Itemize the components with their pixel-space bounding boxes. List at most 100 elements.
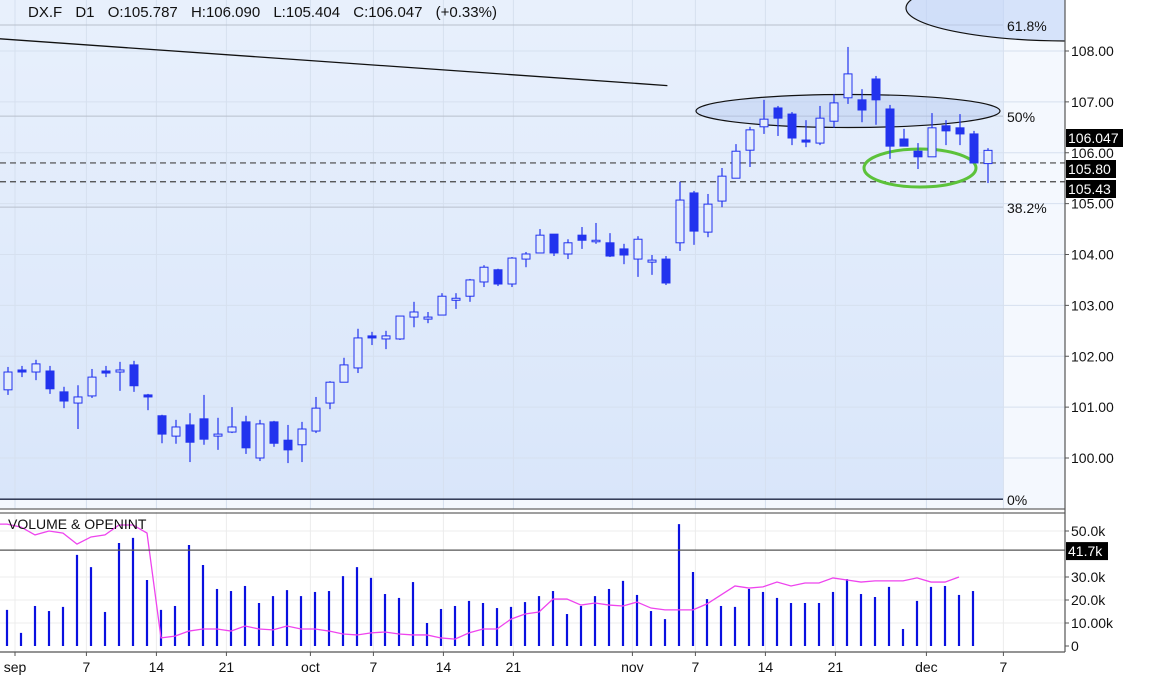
candle — [759, 99, 769, 134]
open-interest-line — [0, 523, 960, 640]
candle-body — [3, 371, 13, 391]
candle — [885, 104, 895, 159]
candle-body — [941, 125, 951, 132]
candle-body — [983, 149, 993, 165]
candle — [395, 315, 405, 340]
candle-body — [521, 253, 531, 260]
candle — [311, 396, 321, 434]
last-price-label-bg — [1066, 129, 1123, 147]
candle-body — [633, 238, 643, 260]
candle — [367, 331, 377, 346]
candle — [549, 233, 559, 257]
candle — [129, 360, 139, 392]
volume-current-label: 41.7k — [1068, 543, 1103, 559]
candle-body — [45, 370, 55, 390]
last-price-label: 106.047 — [1068, 130, 1119, 146]
candle — [745, 126, 755, 167]
fib-label: 0% — [1007, 492, 1027, 508]
trend-line — [0, 38, 668, 87]
candle — [31, 359, 41, 381]
candle-body — [647, 259, 657, 263]
candle-body — [255, 423, 265, 459]
volume-pane-bg — [0, 512, 1065, 652]
level-label: 105.80 — [1068, 161, 1111, 177]
candle — [353, 328, 363, 374]
fib-label: 38.2% — [1007, 200, 1047, 216]
candle-body — [101, 370, 111, 374]
volume-bars — [0, 523, 1065, 646]
date-tick-label: nov — [621, 659, 644, 675]
candle-body — [703, 203, 713, 233]
candle-body — [59, 391, 69, 402]
candle-body — [549, 233, 559, 254]
candle — [563, 239, 573, 260]
candle — [633, 236, 643, 277]
candle — [409, 301, 419, 328]
candle — [899, 128, 909, 147]
fib-label: 61.8% — [1007, 18, 1047, 34]
price-tick-label: 105.00 — [1071, 196, 1114, 212]
candle — [577, 227, 587, 249]
candle — [983, 148, 993, 184]
candle — [773, 105, 783, 136]
candle-body — [17, 369, 27, 373]
ellipse-drawing-top — [905, 0, 1065, 42]
candle-body — [787, 113, 797, 139]
date-tick-label: 7 — [83, 659, 91, 675]
candle-body — [955, 127, 965, 135]
volume-pane-title: VOLUME & OPENINT — [8, 516, 147, 532]
candle — [479, 265, 489, 288]
candle — [241, 415, 251, 454]
price-tick-label: 108.00 — [1071, 43, 1114, 59]
candle — [507, 257, 517, 288]
candle-body — [619, 248, 629, 256]
candle — [535, 229, 545, 254]
drawings[interactable] — [0, 0, 1150, 500]
level-label-bg — [1066, 180, 1116, 198]
volume-current-label-bg — [1066, 542, 1108, 561]
chart-header: DX.F D1 O:105.787 H:106.090 L:105.404 C:… — [28, 4, 506, 21]
candle — [283, 424, 293, 464]
price-tick-label: 107.00 — [1071, 94, 1114, 110]
candle-body — [423, 316, 433, 320]
candle-body — [283, 439, 293, 451]
volume-tick-label: 0 — [1071, 638, 1079, 654]
candle — [199, 394, 209, 445]
candle-body — [171, 426, 181, 437]
volume-tick-label: 50.0k — [1071, 523, 1106, 539]
price-tick-label: 100.00 — [1071, 450, 1114, 466]
date-tick-label: 21 — [828, 659, 844, 675]
open-value: O:105.787 — [107, 4, 178, 21]
candle-body — [185, 424, 195, 443]
candle — [339, 357, 349, 383]
date-tick-label: oct — [301, 659, 320, 675]
candle-body — [745, 129, 755, 151]
candle-body — [577, 234, 587, 241]
candle — [955, 114, 965, 146]
candle-body — [339, 364, 349, 383]
close-value: C:106.047 — [353, 4, 423, 21]
candle — [437, 293, 447, 316]
date-tick-label: 14 — [149, 659, 165, 675]
candle — [969, 130, 979, 164]
candle-body — [465, 279, 475, 297]
candle-body — [717, 175, 727, 202]
candle-body — [857, 99, 867, 111]
candle-body — [661, 258, 671, 284]
candle-body — [31, 363, 41, 373]
interval: D1 — [75, 4, 95, 21]
candle-body — [115, 369, 125, 373]
price-tick-label: 102.00 — [1071, 348, 1114, 364]
candle — [843, 46, 853, 104]
candle — [45, 365, 55, 394]
candle — [325, 381, 335, 410]
candle — [661, 256, 671, 286]
candle-body — [241, 421, 251, 449]
candle — [703, 193, 713, 238]
date-tick-label: dec — [915, 659, 938, 675]
candle-body — [395, 315, 405, 340]
candle — [213, 417, 223, 450]
date-tick-label: 14 — [436, 659, 452, 675]
candle — [451, 293, 461, 309]
